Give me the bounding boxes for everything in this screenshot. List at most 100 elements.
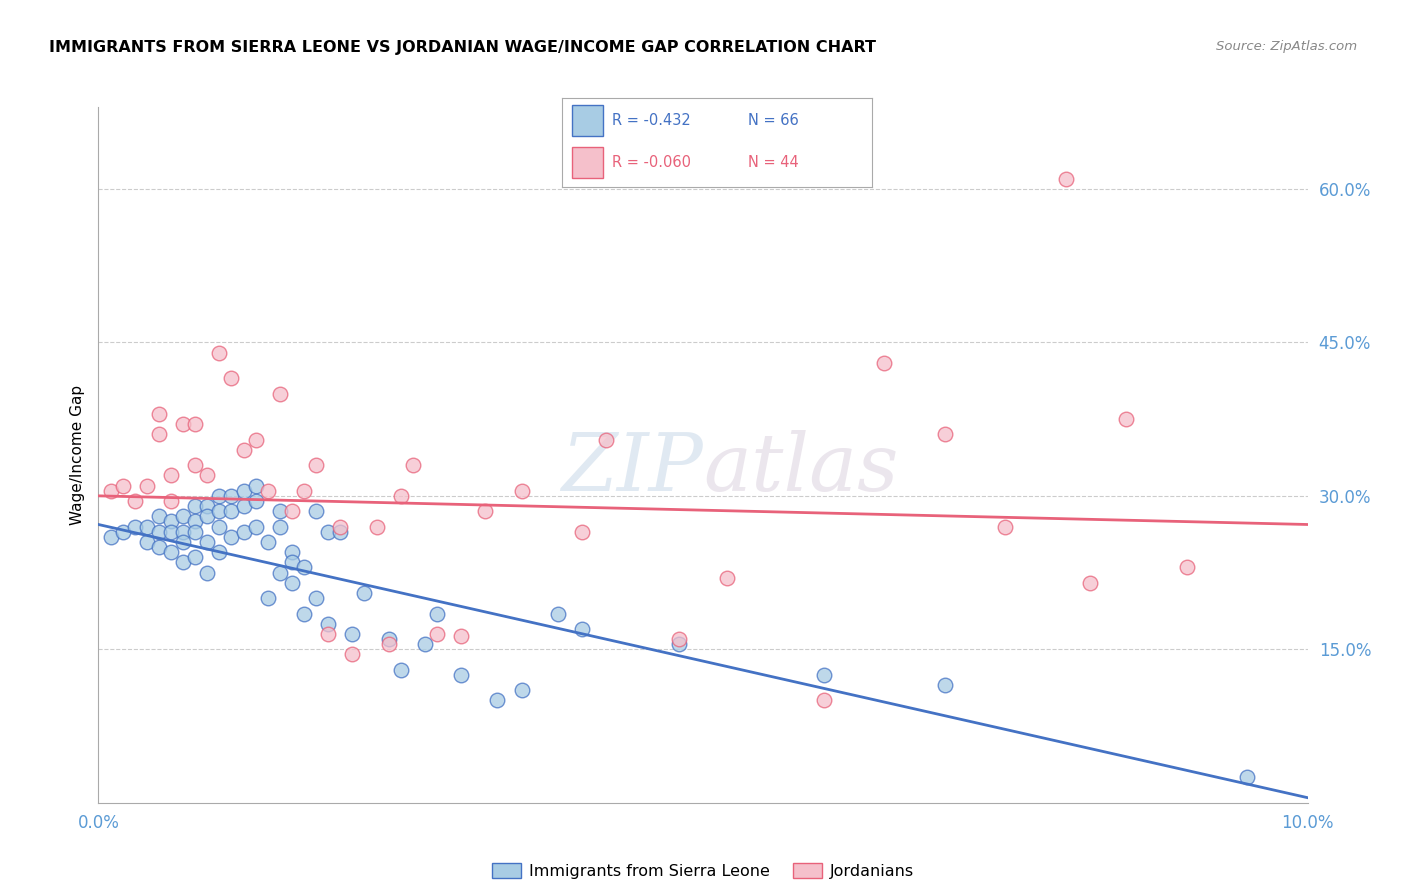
- Point: [813, 668, 835, 682]
- Point: [195, 509, 218, 524]
- Point: [316, 627, 339, 641]
- Point: [377, 637, 399, 651]
- Point: [208, 519, 231, 533]
- Point: [221, 371, 243, 385]
- Point: [547, 607, 569, 621]
- Point: [426, 607, 449, 621]
- Point: [1054, 171, 1077, 186]
- Point: [353, 586, 375, 600]
- Point: [486, 693, 509, 707]
- Point: [305, 458, 328, 472]
- Point: [208, 345, 231, 359]
- Point: [195, 566, 218, 580]
- Point: [256, 591, 278, 606]
- Point: [316, 616, 339, 631]
- Text: N = 44: N = 44: [748, 155, 799, 169]
- Point: [256, 535, 278, 549]
- Point: [450, 668, 472, 682]
- Point: [269, 504, 291, 518]
- Point: [160, 468, 183, 483]
- Point: [366, 519, 388, 533]
- Point: [450, 629, 472, 643]
- Point: [595, 433, 617, 447]
- Point: [160, 545, 183, 559]
- Point: [100, 530, 122, 544]
- Point: [160, 524, 183, 539]
- Point: [195, 499, 218, 513]
- Point: [160, 515, 183, 529]
- Point: [184, 515, 207, 529]
- Point: [135, 478, 157, 492]
- Point: [232, 442, 254, 457]
- Point: [135, 535, 157, 549]
- Point: [221, 489, 243, 503]
- Point: [232, 524, 254, 539]
- Point: [668, 637, 690, 651]
- Point: [184, 499, 207, 513]
- Point: [571, 524, 593, 539]
- Point: [389, 489, 412, 503]
- Point: [994, 519, 1017, 533]
- Point: [281, 575, 304, 590]
- Point: [668, 632, 690, 646]
- Point: [245, 478, 267, 492]
- Point: [329, 519, 352, 533]
- Point: [269, 566, 291, 580]
- Point: [934, 427, 956, 442]
- Point: [269, 519, 291, 533]
- Point: [281, 555, 304, 569]
- Point: [305, 591, 328, 606]
- Y-axis label: Wage/Income Gap: Wage/Income Gap: [69, 384, 84, 525]
- Point: [208, 545, 231, 559]
- Point: [184, 524, 207, 539]
- Text: Source: ZipAtlas.com: Source: ZipAtlas.com: [1216, 40, 1357, 54]
- Point: [208, 504, 231, 518]
- Point: [148, 427, 170, 442]
- Point: [377, 632, 399, 646]
- Text: R = -0.060: R = -0.060: [612, 155, 690, 169]
- Point: [510, 683, 533, 698]
- Point: [135, 519, 157, 533]
- Point: [389, 663, 412, 677]
- Point: [148, 540, 170, 554]
- Bar: [572, 105, 603, 136]
- Point: [873, 356, 896, 370]
- Point: [1175, 560, 1198, 574]
- Point: [1078, 575, 1101, 590]
- Point: [160, 494, 183, 508]
- Point: [329, 524, 352, 539]
- Point: [1236, 770, 1258, 784]
- Text: atlas: atlas: [703, 430, 898, 508]
- Point: [148, 524, 170, 539]
- Point: [184, 458, 207, 472]
- Point: [111, 524, 134, 539]
- Point: [184, 550, 207, 565]
- Point: [571, 622, 593, 636]
- Point: [292, 483, 315, 498]
- Point: [232, 483, 254, 498]
- Point: [426, 627, 449, 641]
- Point: [316, 524, 339, 539]
- Text: N = 66: N = 66: [748, 113, 799, 128]
- Point: [148, 407, 170, 421]
- Point: [111, 478, 134, 492]
- Legend: Immigrants from Sierra Leone, Jordanians: Immigrants from Sierra Leone, Jordanians: [485, 856, 921, 885]
- Bar: [572, 147, 603, 178]
- Point: [402, 458, 425, 472]
- Point: [292, 607, 315, 621]
- Point: [148, 509, 170, 524]
- Point: [1115, 412, 1137, 426]
- Text: R = -0.432: R = -0.432: [612, 113, 690, 128]
- Point: [716, 571, 738, 585]
- Text: IMMIGRANTS FROM SIERRA LEONE VS JORDANIAN WAGE/INCOME GAP CORRELATION CHART: IMMIGRANTS FROM SIERRA LEONE VS JORDANIA…: [49, 40, 876, 55]
- Point: [172, 555, 194, 569]
- Point: [172, 535, 194, 549]
- Point: [172, 417, 194, 432]
- Point: [124, 519, 146, 533]
- Point: [305, 504, 328, 518]
- Text: ZIP: ZIP: [561, 430, 703, 508]
- Point: [813, 693, 835, 707]
- Point: [184, 417, 207, 432]
- Point: [172, 524, 194, 539]
- Point: [256, 483, 278, 498]
